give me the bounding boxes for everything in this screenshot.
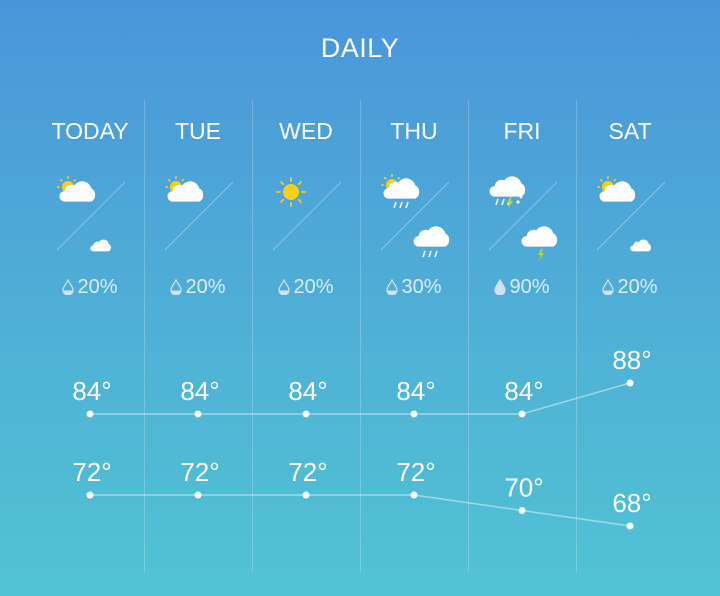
page-title: DAILY [320, 33, 400, 63]
day-label: THU [390, 118, 438, 144]
drop-low-icon [386, 276, 401, 298]
precipitation: 30% [360, 276, 468, 299]
day-night-icons [56, 176, 126, 252]
day-label: SAT [608, 118, 652, 144]
high-temp-label: 84° [288, 376, 327, 406]
day-night-icons [164, 176, 234, 254]
precipitation: 20% [252, 276, 360, 299]
high-temp-label: 84° [180, 376, 219, 406]
precip-value: 30% [401, 276, 442, 298]
high-temp-point [410, 410, 418, 418]
drop-low-icon [62, 276, 77, 298]
precip-value: 20% [77, 276, 118, 298]
low-temp-label: 72° [72, 457, 111, 487]
partly-sunny-rain-icon [381, 174, 420, 209]
low-temp-label: 72° [180, 457, 219, 487]
day-column[interactable]: TODAY 20% [36, 0, 144, 596]
low-temp-point [626, 522, 634, 530]
precipitation: 20% [576, 276, 684, 299]
low-temp-point [302, 491, 310, 499]
low-temp-line [90, 494, 631, 527]
day-night-icons [272, 177, 342, 254]
rain-icon [413, 226, 450, 258]
precip-value: 20% [617, 276, 658, 298]
low-temp-point [518, 507, 526, 514]
high-temp-point [194, 410, 202, 418]
precip-value: 20% [293, 276, 334, 298]
low-temp-point [410, 491, 418, 499]
partly-cloudy-day-icon [597, 176, 636, 202]
low-temp-label: 72° [396, 457, 435, 487]
day-label: FRI [503, 118, 541, 144]
partly-cloudy-day-icon [57, 176, 96, 202]
day-column[interactable]: WED 20% [252, 0, 360, 596]
precipitation: 90% [468, 276, 576, 299]
column-divider [360, 100, 361, 572]
sun-icon [276, 177, 306, 207]
day-night-icons [380, 174, 450, 258]
column-divider [576, 100, 577, 572]
low-temp-point [194, 491, 202, 499]
high-temp-point [302, 410, 310, 418]
day-column[interactable]: SAT 20% [576, 0, 684, 596]
partly-cloudy-night-icon [630, 231, 663, 252]
high-temp-point [626, 379, 634, 387]
day-label: TODAY [51, 118, 129, 144]
partly-cloudy-day-icon [165, 176, 204, 202]
drop-full-icon [494, 276, 509, 298]
column-divider [252, 100, 253, 572]
day-column[interactable]: FRI 90% [468, 0, 576, 596]
partly-cloudy-night-icon [90, 231, 123, 252]
day-label: TUE [175, 118, 221, 144]
day-night-icons [488, 176, 558, 261]
day-label: WED [279, 118, 333, 144]
precipitation: 20% [36, 276, 144, 299]
drop-low-icon [278, 276, 293, 298]
high-temp-label: 84° [72, 376, 111, 406]
low-temp-point [86, 491, 94, 499]
low-temp-label: 72° [288, 457, 327, 487]
low-temp-label: 68° [612, 488, 651, 518]
day-column[interactable]: THU 30% [360, 0, 468, 596]
drop-low-icon [170, 276, 185, 298]
column-divider [144, 100, 145, 572]
high-temp-point [518, 410, 526, 418]
precip-value: 90% [509, 276, 550, 298]
precip-value: 20% [185, 276, 226, 298]
precipitation: 20% [144, 276, 252, 299]
column-divider [468, 100, 469, 572]
high-temp-label: 84° [396, 376, 435, 406]
high-temp-label: 84° [504, 376, 543, 406]
high-temp-label: 88° [612, 345, 651, 375]
high-temp-point [86, 410, 94, 418]
drop-low-icon [602, 276, 617, 298]
high-temp-line [90, 382, 631, 415]
thunderstorm-icon [521, 226, 558, 261]
day-column[interactable]: TUE 20% [144, 0, 252, 596]
thunder-rain-snow-icon [489, 176, 526, 209]
day-night-icons [596, 176, 666, 252]
low-temp-label: 70° [504, 473, 543, 503]
